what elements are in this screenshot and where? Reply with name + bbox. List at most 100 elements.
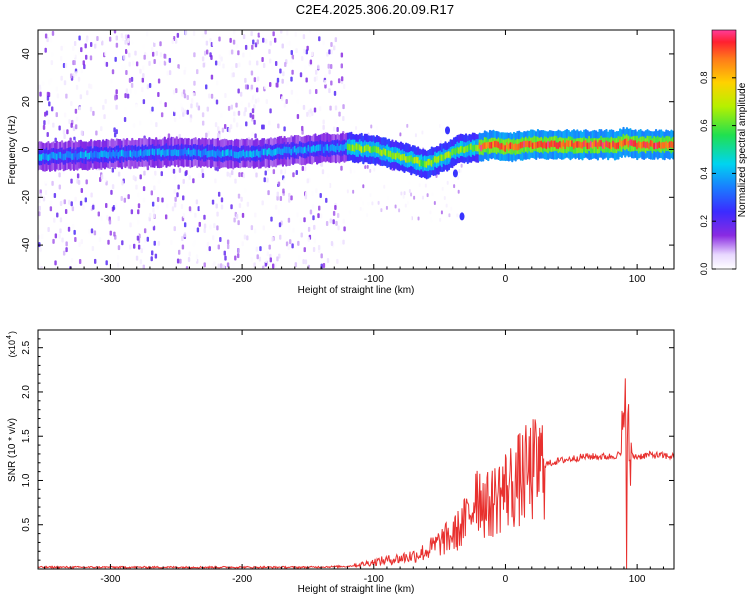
noise-pixel <box>59 228 62 234</box>
noise-pixel <box>117 230 120 236</box>
ridge-pixel <box>66 151 69 158</box>
noise-pixel <box>280 30 283 34</box>
noise-pixel <box>359 206 362 211</box>
snr-scale-label: (x10 4 ) <box>6 331 17 358</box>
noise-pixel <box>226 262 230 268</box>
noise-pixel <box>129 222 132 228</box>
noise-pixel <box>117 245 121 251</box>
ridge-pixel <box>413 156 416 164</box>
ridge-pixel <box>336 143 339 151</box>
noise-pixel <box>77 49 81 55</box>
noise-pixel <box>266 251 270 257</box>
noise-pixel <box>59 200 63 206</box>
ridge-pixel <box>461 145 464 153</box>
noise-pixel <box>103 114 106 120</box>
noise-pixel <box>38 84 42 90</box>
spectrogram-y-tick-label: -20 <box>21 190 32 205</box>
noise-pixel <box>134 89 137 95</box>
noise-pixel <box>339 240 343 246</box>
ridge-pixel <box>370 146 374 154</box>
noise-pixel <box>328 88 331 94</box>
noise-pixel <box>276 82 279 88</box>
noise-pixel <box>142 186 146 192</box>
spectrogram-y-tick-label: 20 <box>21 96 32 108</box>
ridge-pixel <box>451 148 454 156</box>
noise-pixel <box>214 60 218 66</box>
noise-pixel <box>111 184 115 190</box>
noise-pixel <box>440 123 443 128</box>
ridge-pixel <box>663 142 666 149</box>
noise-pixel <box>212 235 215 241</box>
ridge-pixel <box>442 154 445 162</box>
noise-pixel <box>49 222 53 228</box>
noise-pixel <box>283 178 286 184</box>
noise-pixel <box>53 193 57 199</box>
noise-pixel <box>65 247 68 253</box>
noise-pixel <box>132 37 136 43</box>
noise-pixel <box>111 167 115 173</box>
noise-pixel <box>171 206 175 212</box>
noise-pixel <box>124 93 127 99</box>
noise-pixel <box>315 89 318 95</box>
ridge-pixel <box>591 141 594 149</box>
ridge-pixel <box>329 144 332 152</box>
noise-pixel <box>319 193 322 199</box>
noise-pixel <box>52 122 55 128</box>
noise-pixel <box>72 52 76 58</box>
spectrogram-y-tick-label: 40 <box>21 48 32 60</box>
ridge-pixel <box>96 151 100 159</box>
noise-pixel <box>79 63 83 69</box>
ridge-pixel <box>603 142 606 149</box>
ridge-pixel <box>71 153 74 160</box>
noise-pixel <box>146 236 149 242</box>
noise-pixel <box>251 262 254 268</box>
noise-pixel <box>262 225 265 231</box>
noise-pixel <box>182 111 185 117</box>
ridge-pixel <box>310 146 314 153</box>
noise-pixel <box>47 226 50 232</box>
noise-pixel <box>247 102 251 108</box>
noise-pixel <box>71 223 75 229</box>
noise-pixel <box>328 49 331 55</box>
noise-pixel <box>193 52 196 58</box>
noise-pixel <box>105 229 109 235</box>
noise-pixel <box>78 35 81 41</box>
noise-pixel <box>421 130 424 135</box>
noise-pixel <box>340 63 343 69</box>
noise-pixel <box>359 196 362 201</box>
noise-pixel <box>134 50 137 56</box>
noise-pixel <box>230 104 233 110</box>
ridge-pixel <box>560 142 564 149</box>
ridge-pixel <box>40 154 43 161</box>
noise-pixel <box>318 181 322 187</box>
noise-pixel <box>38 198 41 204</box>
noise-pixel <box>196 227 200 233</box>
noise-pixel <box>287 217 291 223</box>
snr-y-ticks: 0.5 1.0 1.5 2.0 2.5 <box>21 338 674 561</box>
noise-pixel <box>281 78 284 84</box>
noise-pixel <box>190 103 193 109</box>
ridge-pixel <box>112 149 115 157</box>
noise-pixel <box>154 253 158 259</box>
noise-pixel <box>257 184 260 190</box>
noise-pixel <box>217 263 220 269</box>
ridge-pixel <box>629 138 632 146</box>
noise-pixel <box>296 114 300 120</box>
noise-pixel <box>229 37 232 43</box>
noise-pixel <box>202 62 206 68</box>
snr-y-tick-label: 2.0 <box>21 385 32 399</box>
ridge-pixel <box>338 145 341 153</box>
noise-pixel <box>182 89 186 95</box>
noise-pixel <box>329 105 332 111</box>
ridge-pixel <box>170 149 173 157</box>
noise-pixel <box>65 93 68 99</box>
noise-pixel <box>340 52 344 58</box>
noise-pixel <box>280 201 283 207</box>
noise-pixel <box>148 113 152 119</box>
noise-pixel <box>375 126 378 131</box>
ridge-pixel <box>110 151 113 159</box>
noise-pixel <box>254 212 257 218</box>
ridge-pixel <box>495 140 498 148</box>
ridge-pixel <box>387 150 391 157</box>
